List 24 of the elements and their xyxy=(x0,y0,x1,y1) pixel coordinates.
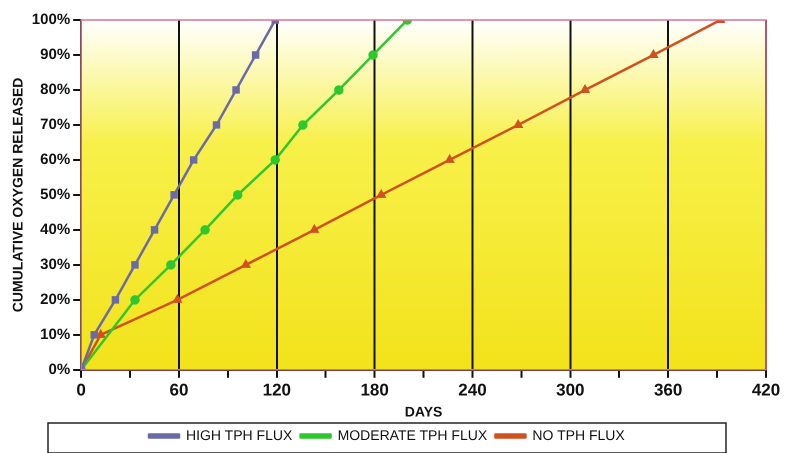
x-tick-label: 420 xyxy=(752,380,780,400)
y-tick-label: 50% xyxy=(40,186,70,204)
y-tick-label: 40% xyxy=(40,221,70,238)
x-tick-label: 360 xyxy=(654,380,682,400)
y-tick-label: 20% xyxy=(40,290,70,308)
x-tick-label: 60 xyxy=(170,380,188,400)
x-tick-label: 240 xyxy=(458,380,487,400)
y-tick-label: 10% xyxy=(40,326,70,343)
legend-label: HIGH TPH FLUX xyxy=(186,426,293,443)
y-tick-label: 100% xyxy=(32,11,70,28)
y-axis-title: CUMULATIVE OXYGEN RELEASED xyxy=(9,78,26,312)
y-tick-label: 60% xyxy=(40,151,70,168)
y-tick-label: 70% xyxy=(40,116,70,134)
legend-label: NO TPH FLUX xyxy=(532,426,626,443)
x-tick-label: 180 xyxy=(360,380,389,400)
x-tick-label: 120 xyxy=(262,380,292,400)
x-tick-label: 300 xyxy=(556,380,585,400)
y-tick-label: 80% xyxy=(40,81,70,98)
y-tick-label: 30% xyxy=(40,256,70,273)
y-tick-label: 0% xyxy=(48,360,70,378)
x-axis-title: DAYS xyxy=(404,403,442,420)
x-tick-label: 0 xyxy=(76,380,86,400)
y-tick-label: 90% xyxy=(40,46,70,64)
legend-label: MODERATE TPH FLUX xyxy=(338,426,488,443)
